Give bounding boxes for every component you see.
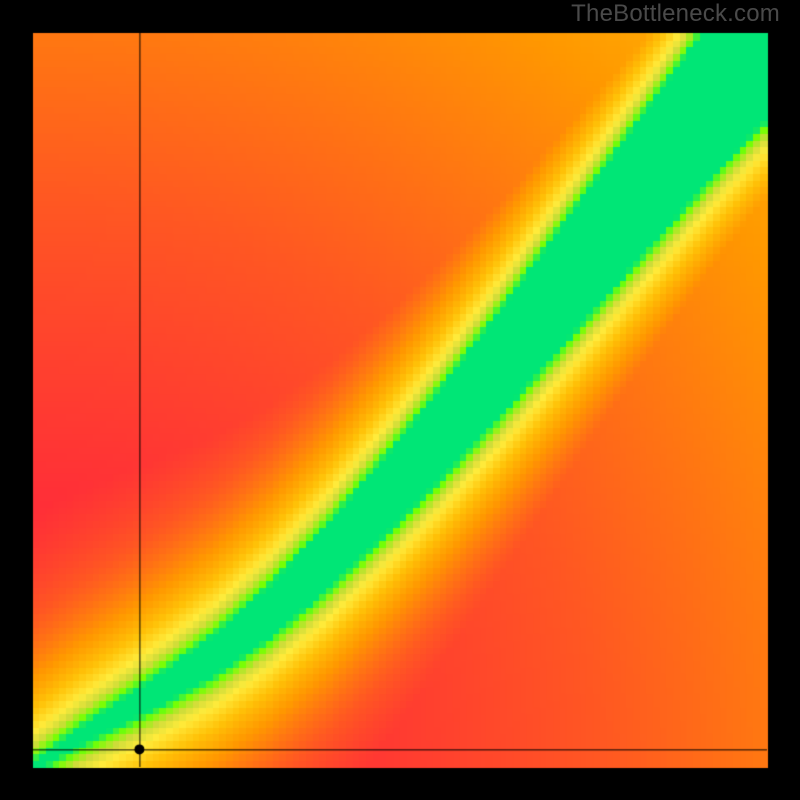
chart-container: { "watermark": { "text": "TheBottleneck.… [0, 0, 800, 800]
bottleneck-heatmap [0, 0, 800, 800]
watermark-text: TheBottleneck.com [571, 0, 780, 28]
